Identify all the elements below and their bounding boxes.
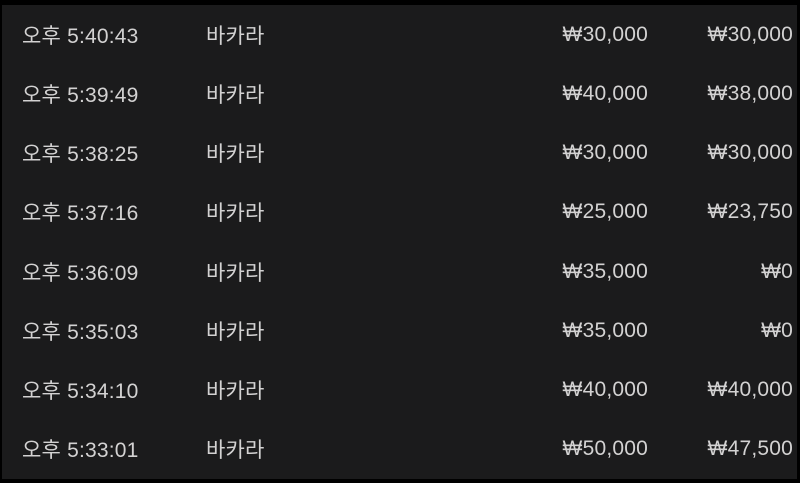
bet-time: 오후 5:33:01 xyxy=(22,439,139,463)
payout-amount: ₩30,000 xyxy=(707,22,793,46)
history-row[interactable]: 오후 5:34:10 바카라 ₩40,000 ₩40,000 xyxy=(2,361,797,420)
game-name: 바카라 xyxy=(206,380,265,404)
game-name: 바카라 xyxy=(206,439,265,463)
game-name: 바카라 xyxy=(206,320,265,344)
bet-amount: ₩50,000 xyxy=(562,437,648,461)
bet-time: 오후 5:38:25 xyxy=(22,143,139,167)
bet-time: 오후 5:37:16 xyxy=(22,202,139,226)
bet-time: 오후 5:40:43 xyxy=(22,24,139,48)
bet-amount: ₩40,000 xyxy=(562,81,648,105)
history-row[interactable]: 오후 5:36:09 바카라 ₩35,000 ₩0 xyxy=(2,242,797,301)
payout-amount: ₩40,000 xyxy=(707,378,793,402)
bet-amount: ₩30,000 xyxy=(562,22,648,46)
bet-amount: ₩25,000 xyxy=(562,200,648,224)
bet-time: 오후 5:34:10 xyxy=(22,380,139,404)
game-name: 바카라 xyxy=(206,83,265,107)
payout-amount: ₩23,750 xyxy=(707,200,793,224)
payout-amount: ₩38,000 xyxy=(707,81,793,105)
bet-time: 오후 5:36:09 xyxy=(22,261,139,285)
history-row[interactable]: 오후 5:37:16 바카라 ₩25,000 ₩23,750 xyxy=(2,183,797,242)
bet-time: 오후 5:35:03 xyxy=(22,320,139,344)
history-row[interactable]: 오후 5:40:43 바카라 ₩30,000 ₩30,000 xyxy=(2,5,797,64)
history-row[interactable]: 오후 5:33:01 바카라 ₩50,000 ₩47,500 xyxy=(2,420,797,479)
payout-amount: ₩30,000 xyxy=(707,141,793,165)
bet-amount: ₩35,000 xyxy=(562,259,648,283)
game-name: 바카라 xyxy=(206,261,265,285)
payout-amount: ₩0 xyxy=(761,259,793,283)
payout-amount: ₩47,500 xyxy=(707,437,793,461)
game-history-list: 오후 5:40:43 바카라 ₩30,000 ₩30,000 오후 5:39:49 바카라… xyxy=(2,5,797,479)
payout-amount: ₩0 xyxy=(761,318,793,342)
game-name: 바카라 xyxy=(206,202,265,226)
bet-time: 오후 5:39:49 xyxy=(22,83,139,107)
history-row[interactable]: 오후 5:38:25 바카라 ₩30,000 ₩30,000 xyxy=(2,124,797,183)
history-row[interactable]: 오후 5:39:49 바카라 ₩40,000 ₩38,000 xyxy=(2,64,797,123)
game-name: 바카라 xyxy=(206,143,265,167)
bet-amount: ₩35,000 xyxy=(562,318,648,342)
bet-amount: ₩30,000 xyxy=(562,141,648,165)
game-name: 바카라 xyxy=(206,24,265,48)
history-row[interactable]: 오후 5:35:03 바카라 ₩35,000 ₩0 xyxy=(2,301,797,360)
bet-amount: ₩40,000 xyxy=(562,378,648,402)
